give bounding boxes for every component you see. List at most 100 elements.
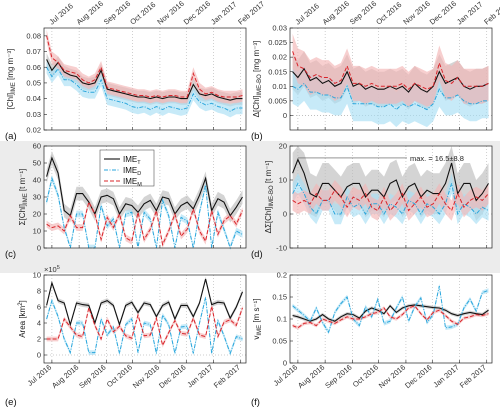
axes-frame (289, 145, 493, 249)
y-tick-label: 10 (33, 227, 41, 236)
y-axis-label: [Chl]IME [mg m⁻³] (6, 49, 17, 110)
series-line-M (46, 200, 243, 247)
panel-label: (a) (5, 131, 17, 142)
x-tick-label: Oct 2016 (351, 363, 380, 389)
y-tick-label: 40 (33, 176, 41, 185)
legend-box (99, 149, 155, 187)
band-T (46, 276, 243, 327)
axis-exponent-base: ×10 (44, 265, 57, 274)
x-tick-label: Jul 2016 (47, 1, 75, 26)
y-tick-label: 50 (33, 159, 41, 168)
y-tick-label: 30 (33, 193, 41, 202)
y-tick-label: 0.025 (268, 38, 287, 47)
band-D (292, 173, 489, 225)
y-axis-label-main: [Chl] (6, 93, 15, 109)
y-tick-label: 0.15 (272, 293, 287, 302)
y-tick-label: 0.02 (26, 126, 41, 135)
panel-f (289, 274, 493, 364)
annotation-max: max. = 16.5±8.8 (410, 154, 464, 163)
panel-c (43, 145, 247, 250)
x-tick-label: Feb 2017 (212, 363, 242, 390)
legend-label-sub: D (137, 171, 141, 177)
series-line-M (292, 51, 489, 90)
y-tick-label: 0.03 (26, 110, 41, 119)
band-M (46, 29, 243, 104)
x-tick-label: Sep 2016 (77, 363, 107, 391)
y-axis-label-main: Δ[Chl] (252, 96, 261, 118)
band-D (46, 295, 243, 356)
axes-frame (43, 27, 247, 131)
y-axis-label-sub: IME (23, 193, 29, 204)
panel-label: (c) (5, 249, 16, 260)
y-tick-label: 0.04 (26, 94, 41, 103)
y-tick-label: 10 (33, 271, 41, 280)
y-axis-label-sub: IME (257, 325, 263, 336)
series-line-D (292, 82, 489, 111)
panel-e (43, 274, 247, 364)
x-tick-label: Aug 2016 (321, 0, 351, 27)
x-tick-label: Sep 2016 (323, 363, 353, 391)
panel-label: (f) (251, 397, 260, 408)
y-tick-label: 0 (283, 210, 287, 219)
x-tick-label: Dec 2016 (428, 0, 458, 27)
series-line-T (292, 304, 489, 322)
band-D (46, 61, 243, 118)
x-tick-label: Jan 2017 (185, 363, 214, 390)
series-line-M (46, 305, 243, 347)
y-tick-label: 0.05 (26, 79, 41, 88)
band-T (46, 151, 243, 223)
y-tick-label: 0.005 (268, 96, 287, 105)
y-axis-label-unit: [m s⁻¹] (252, 298, 261, 324)
y-axis-label-main: ΔΣ[Chl] (264, 207, 273, 234)
series-line-D (46, 176, 243, 250)
y-axis-label: vIME [m s⁻¹] (252, 298, 263, 339)
series-line-M (292, 305, 489, 329)
series-line-M (46, 35, 243, 98)
panel-label: (d) (251, 249, 263, 260)
y-axis-label-unit: [t m⁻¹] (264, 161, 273, 186)
y-axis-label-unit: [mg m⁻³] (252, 41, 261, 75)
y-tick-label: 10 (279, 176, 287, 185)
y-tick-label: 0 (37, 351, 41, 360)
axes-frame (43, 274, 247, 364)
y-tick-label: 0 (283, 359, 287, 368)
y-tick-label: 0.06 (26, 63, 41, 72)
x-tick-label: Dec 2016 (182, 0, 212, 27)
x-tick-label: Oct 2016 (374, 0, 403, 26)
x-tick-label: Nov 2016 (401, 0, 431, 27)
x-tick-label: Sep 2016 (348, 0, 378, 27)
series-line-M (292, 189, 489, 212)
y-tick-label: 4 (37, 319, 41, 328)
x-tick-label: Feb 2017 (458, 363, 488, 390)
band-D (46, 174, 243, 248)
legend-label-main: IME (123, 155, 137, 164)
y-axis-label: Σ[Chl]IME [t m⁻¹] (18, 169, 29, 226)
y-axis-label: Δ[Chl]IME-BO [mg m⁻³] (252, 41, 263, 118)
y-axis-label-unit: ] (18, 300, 27, 302)
series-line-T (46, 278, 244, 327)
y-axis-label: Area [km2] (18, 300, 27, 338)
y-tick-label: 0.1 (277, 315, 287, 324)
y-axis-label-main: v (252, 336, 261, 340)
legend-label-D: IMED (123, 166, 141, 177)
y-tick-label: -10 (276, 244, 287, 253)
x-tick-label: Jul 2016 (293, 1, 321, 26)
y-tick-label: 60 (33, 142, 41, 151)
y-axis-label-unit: [mg m⁻³] (6, 49, 15, 83)
x-tick-label: Feb 2017 (236, 0, 266, 27)
y-tick-label: 0.2 (277, 271, 287, 280)
series-line-T (46, 59, 243, 101)
series-line-T (292, 158, 489, 202)
x-tick-label: Dec 2016 (157, 363, 187, 391)
plot-area (44, 275, 246, 363)
axes-frame (289, 27, 493, 131)
legend-label-M: IMEM (123, 177, 142, 188)
x-tick-label: Nov 2016 (155, 0, 185, 27)
y-tick-label: 20 (279, 142, 287, 151)
y-axis-label-sup: 2 (18, 302, 24, 306)
x-tick-label: Oct 2016 (128, 0, 157, 26)
y-tick-label: 0 (283, 111, 287, 120)
y-axis-label-unit: [t m⁻¹] (18, 169, 27, 194)
x-tick-label: Aug 2016 (75, 0, 105, 27)
series-line-D (46, 297, 243, 355)
